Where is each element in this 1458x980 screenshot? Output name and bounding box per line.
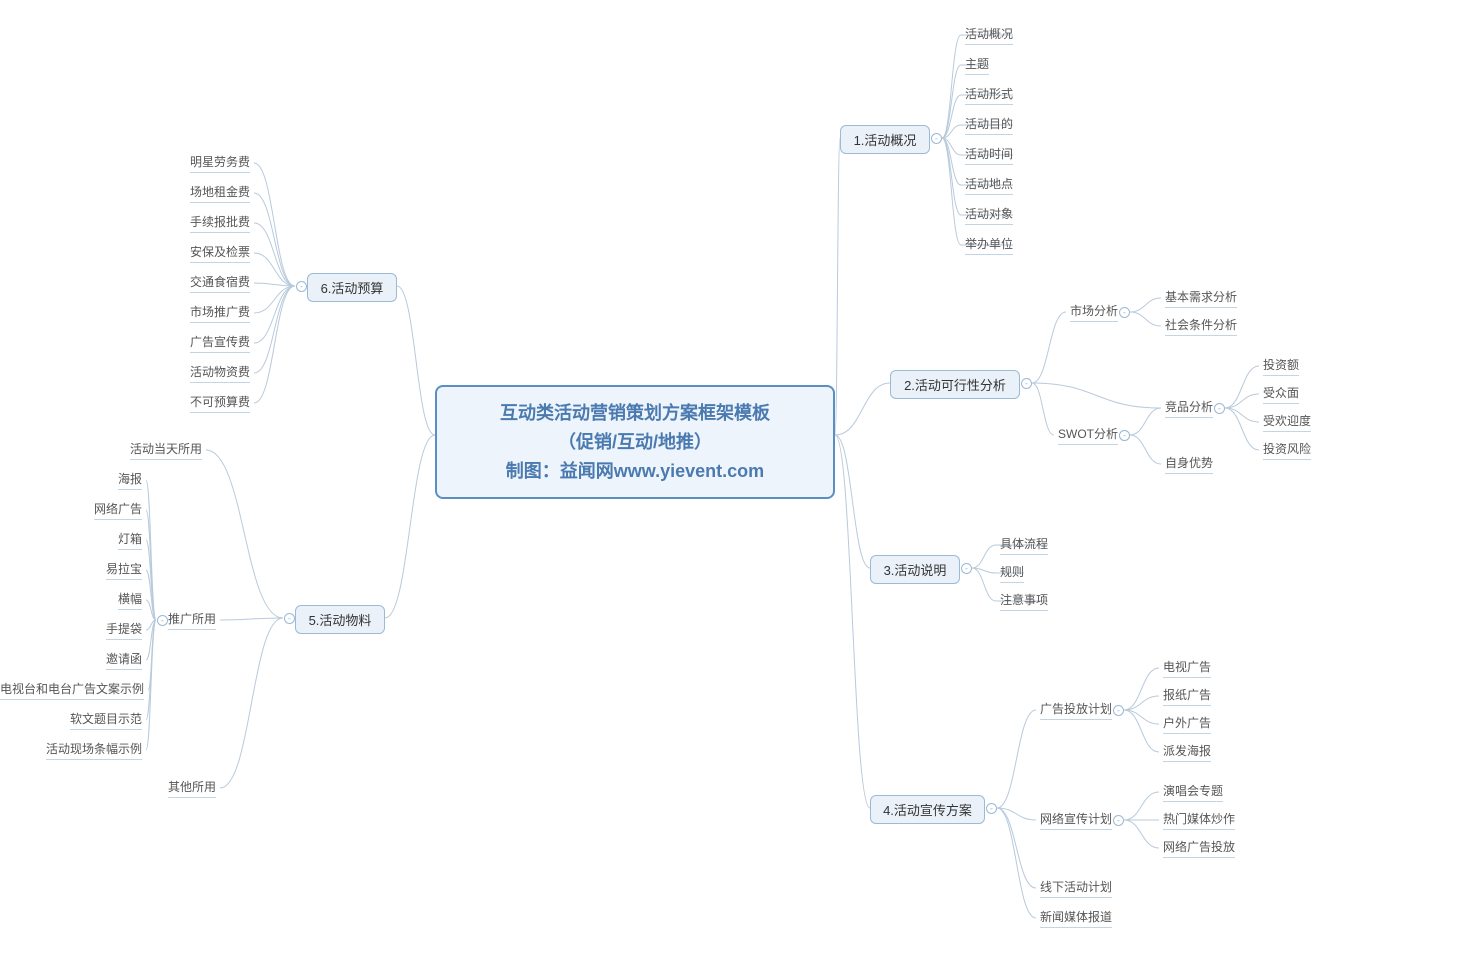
root-line2: （促销/互动/地推） [457,428,813,457]
leaf: 受众面 [1263,384,1299,404]
sub: 网络宣传计划 [1040,810,1112,830]
leaf: 活动时间 [965,145,1013,165]
toggle-icon[interactable]: - [296,281,307,292]
leaf: 自身优势 [1165,454,1213,474]
leaf: 受欢迎度 [1263,412,1311,432]
leaf: 不可预算费 [190,393,250,413]
leaf: 演唱会专题 [1163,782,1223,802]
leaf: 手续报批费 [190,213,250,233]
leaf: 主题 [965,55,989,75]
leaf: 活动现场条幅示例 [46,740,142,760]
branch-b5: 5.活动物料 [295,605,385,634]
leaf: 报纸广告 [1163,686,1211,706]
branch-b6: 6.活动预算 [307,273,397,302]
sub: SWOT分析 [1058,425,1118,445]
toggle-icon[interactable]: - [931,133,942,144]
toggle-icon[interactable]: - [1021,378,1032,389]
leaf: 投资额 [1263,356,1299,376]
branch-b1: 1.活动概况 [840,125,930,154]
leaf: 邀请函 [106,650,142,670]
leaf: 热门媒体炒作 [1163,810,1235,830]
leaf: 网络广告投放 [1163,838,1235,858]
toggle-icon[interactable]: - [1119,307,1130,318]
root-line3: 制图：益闻网www.yievent.com [457,457,813,486]
sub: 市场分析 [1070,302,1118,322]
leaf: 海报 [118,470,142,490]
toggle-icon[interactable]: - [961,563,972,574]
leaf: 规则 [1000,563,1024,583]
leaf: 广告宣传费 [190,333,250,353]
leaf: 注意事项 [1000,591,1048,611]
toggle-icon[interactable]: - [1214,403,1225,414]
leaf: 手提袋 [106,620,142,640]
leaf: 举办单位 [965,235,1013,255]
leaf: 投资风险 [1263,440,1311,460]
leaf: 基本需求分析 [1165,288,1237,308]
leaf: 交通食宿费 [190,273,250,293]
leaf: 场地租金费 [190,183,250,203]
leaf: 活动目的 [965,115,1013,135]
sub: 线下活动计划 [1040,878,1112,898]
leaf: 易拉宝 [106,560,142,580]
leaf: 活动物资费 [190,363,250,383]
sub: 竞品分析 [1165,398,1213,418]
branch-b4: 4.活动宣传方案 [870,795,985,824]
leaf: 电视广告 [1163,658,1211,678]
toggle-icon[interactable]: - [284,613,295,624]
sub: 推广所用 [168,610,216,630]
branch-b3: 3.活动说明 [870,555,960,584]
toggle-icon[interactable]: - [1119,430,1130,441]
sub: 新闻媒体报道 [1040,908,1112,928]
leaf: 活动地点 [965,175,1013,195]
leaf: 市场推广费 [190,303,250,323]
leaf: 派发海报 [1163,742,1211,762]
sub: 活动当天所用 [130,440,202,460]
leaf: 户外广告 [1163,714,1211,734]
leaf: 网络广告 [94,500,142,520]
toggle-icon[interactable]: - [986,803,997,814]
leaf: 明星劳务费 [190,153,250,173]
leaf: 灯箱 [118,530,142,550]
leaf: 社会条件分析 [1165,316,1237,336]
leaf: 电视台和电台广告文案示例 [0,680,144,700]
toggle-icon[interactable]: - [157,615,168,626]
branch-b2: 2.活动可行性分析 [890,370,1020,399]
root-line1: 互动类活动营销策划方案框架模板 [457,399,813,428]
leaf: 活动概况 [965,25,1013,45]
root-node: 互动类活动营销策划方案框架模板 （促销/互动/地推） 制图：益闻网www.yie… [435,385,835,499]
leaf: 软文题目示范 [70,710,142,730]
sub: 其他所用 [168,778,216,798]
leaf: 安保及检票 [190,243,250,263]
leaf: 具体流程 [1000,535,1048,555]
toggle-icon[interactable]: - [1113,705,1124,716]
leaf: 活动形式 [965,85,1013,105]
sub: 广告投放计划 [1040,700,1112,720]
toggle-icon[interactable]: - [1113,815,1124,826]
leaf: 活动对象 [965,205,1013,225]
leaf: 横幅 [118,590,142,610]
